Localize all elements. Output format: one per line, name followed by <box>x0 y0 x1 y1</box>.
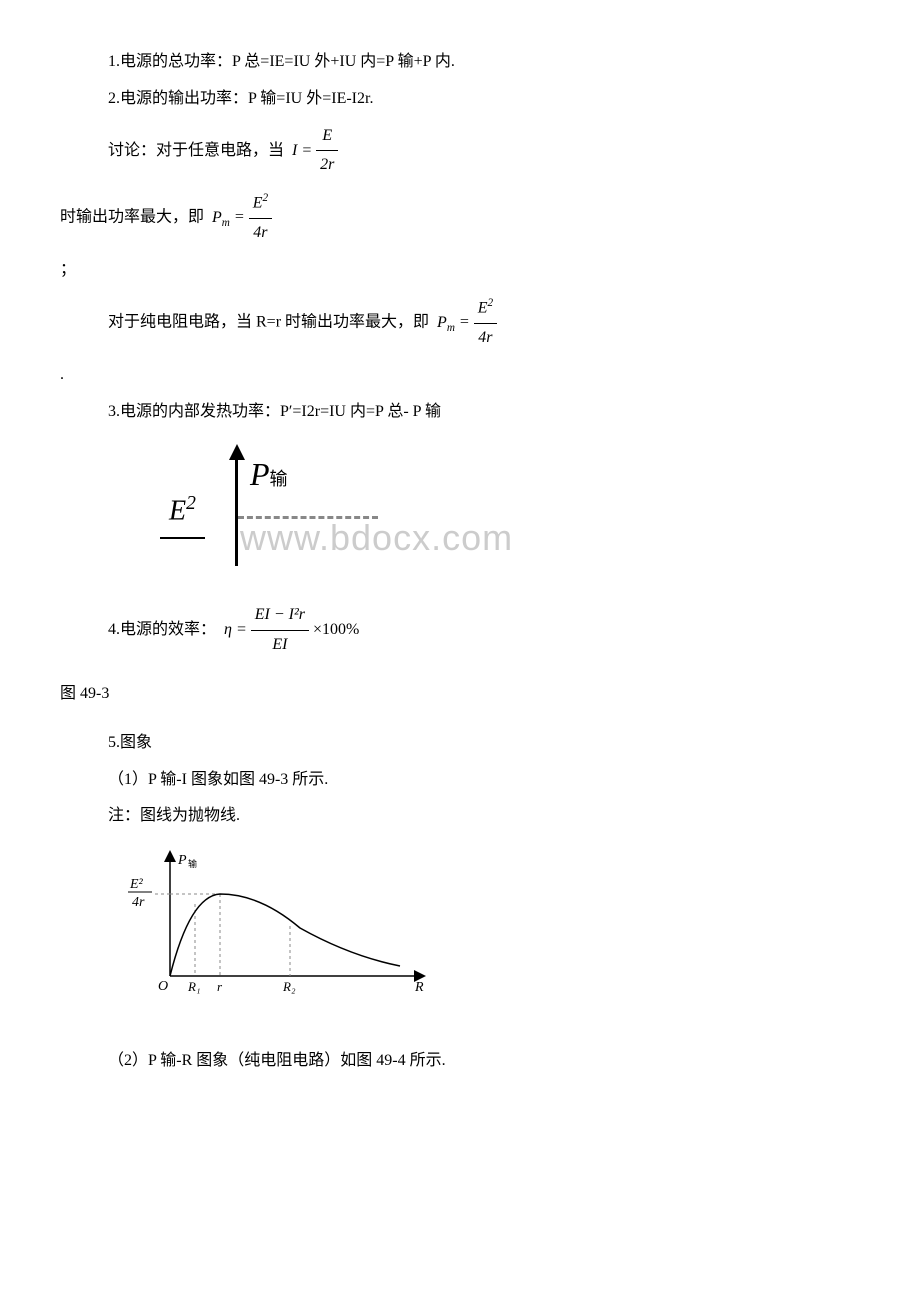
line-pure-resistance: 对于纯电阻电路，当 R=r 时输出功率最大，即 Pm = E2 4r <box>60 293 860 353</box>
formula-i-e2r: I = E 2r <box>292 122 338 181</box>
y-axis-label: P输 <box>250 446 288 504</box>
efficiency-text: 4.电源的效率： <box>108 621 216 638</box>
xtick-r: r <box>217 979 223 994</box>
line-parabola-note: 注：图线为抛物线. <box>60 802 860 831</box>
line-max-output: 时输出功率最大，即 Pm = E2 4r <box>60 188 860 248</box>
line-graph-1: （1）P 输-I 图象如图 49-3 所示. <box>60 766 860 795</box>
y-tick-e2: E2 <box>160 486 205 539</box>
formula-eta: η = EI − I²r EI ×100% <box>224 601 359 660</box>
line-internal-heat: 3.电源的内部发热功率：P′=I2r=IU 内=P 总- P 输 <box>60 398 860 427</box>
semicolon-line: ； <box>60 256 860 285</box>
formula-pm: Pm = E2 4r <box>212 188 272 248</box>
line-graph-heading: 5.图象 <box>60 729 860 758</box>
curve-p-r <box>170 894 400 976</box>
pure-r-text: 对于纯电阻电路，当 R=r 时输出功率最大，即 <box>108 314 429 331</box>
line-output-power: 2.电源的输出功率：P 输=IU 外=IE-I2r. <box>60 85 860 114</box>
period-line: . <box>60 361 860 390</box>
line-discuss: 讨论：对于任意电路，当 I = E 2r <box>60 122 860 181</box>
dashed-guideline <box>238 516 378 519</box>
figure-caption: 图 49-3 <box>60 680 860 709</box>
ytick-num: E² <box>129 877 144 892</box>
y-axis-line <box>235 451 238 566</box>
ytick-den: 4r <box>132 895 145 910</box>
line-efficiency: 4.电源的效率： η = EI − I²r EI ×100% <box>60 601 860 660</box>
x-label: R <box>414 980 424 995</box>
line-total-power: 1.电源的总功率：P 总=IE=IU 外+IU 内=P 输+P 内. <box>60 48 860 77</box>
formula-pm2: Pm = E2 4r <box>437 293 497 353</box>
graph-p-output-partial: www.bdocx.com P输 E2 <box>160 446 560 586</box>
max-output-text: 时输出功率最大，即 <box>60 209 204 226</box>
graph-p-vs-r: P 输 E² 4r O R₁ r R₂ R <box>120 846 440 1007</box>
discuss-text: 讨论：对于任意电路，当 <box>108 142 284 159</box>
y-label: P <box>177 853 187 868</box>
xtick-r2: R₂ <box>282 979 296 994</box>
line-graph-2: （2）P 输-R 图象（纯电阻电路）如图 49-4 所示. <box>60 1047 860 1076</box>
xtick-r1: R₁ <box>187 979 200 994</box>
origin-label: O <box>158 979 168 994</box>
y-label-sub: 输 <box>188 858 197 869</box>
